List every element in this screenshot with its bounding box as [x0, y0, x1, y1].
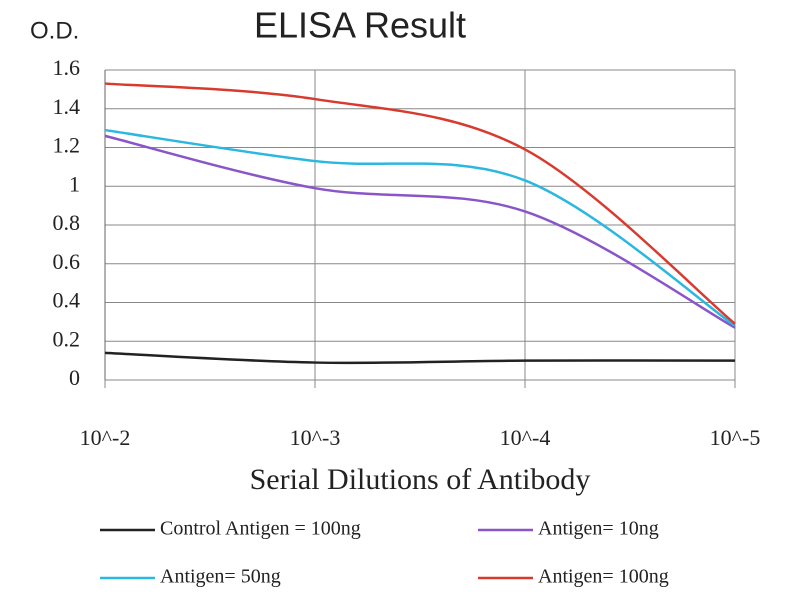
- y-axis-label: O.D.: [30, 17, 79, 44]
- y-tick-label: 1.4: [53, 94, 81, 119]
- series-line: [104, 351, 736, 365]
- chart-title: ELISA Result: [254, 5, 466, 46]
- legend-label: Control Antigen = 100ng: [160, 518, 361, 540]
- x-tick-label: 10^-4: [500, 425, 551, 450]
- x-axis-label: Serial Dilutions of Antibody: [250, 463, 591, 496]
- legend-label: Antigen= 10ng: [538, 518, 659, 540]
- y-tick-label: 1: [69, 171, 80, 196]
- legend-label: Antigen= 100ng: [538, 566, 669, 588]
- y-tick-label: 0.8: [53, 210, 81, 235]
- series-line: [104, 134, 736, 329]
- legend-label: Antigen= 50ng: [160, 566, 281, 588]
- y-tick-label: 0.2: [53, 326, 81, 351]
- series-line: [104, 128, 736, 327]
- y-tick-label: 0: [69, 365, 80, 390]
- y-tick-label: 1.6: [53, 55, 81, 80]
- series-line: [104, 82, 736, 325]
- x-tick-label: 10^-3: [290, 425, 341, 450]
- y-tick-label: 0.6: [53, 249, 81, 274]
- x-tick-label: 10^-2: [80, 425, 131, 450]
- y-tick-label: 1.2: [53, 133, 81, 158]
- y-tick-label: 0.4: [53, 288, 81, 313]
- x-tick-label: 10^-5: [710, 425, 761, 450]
